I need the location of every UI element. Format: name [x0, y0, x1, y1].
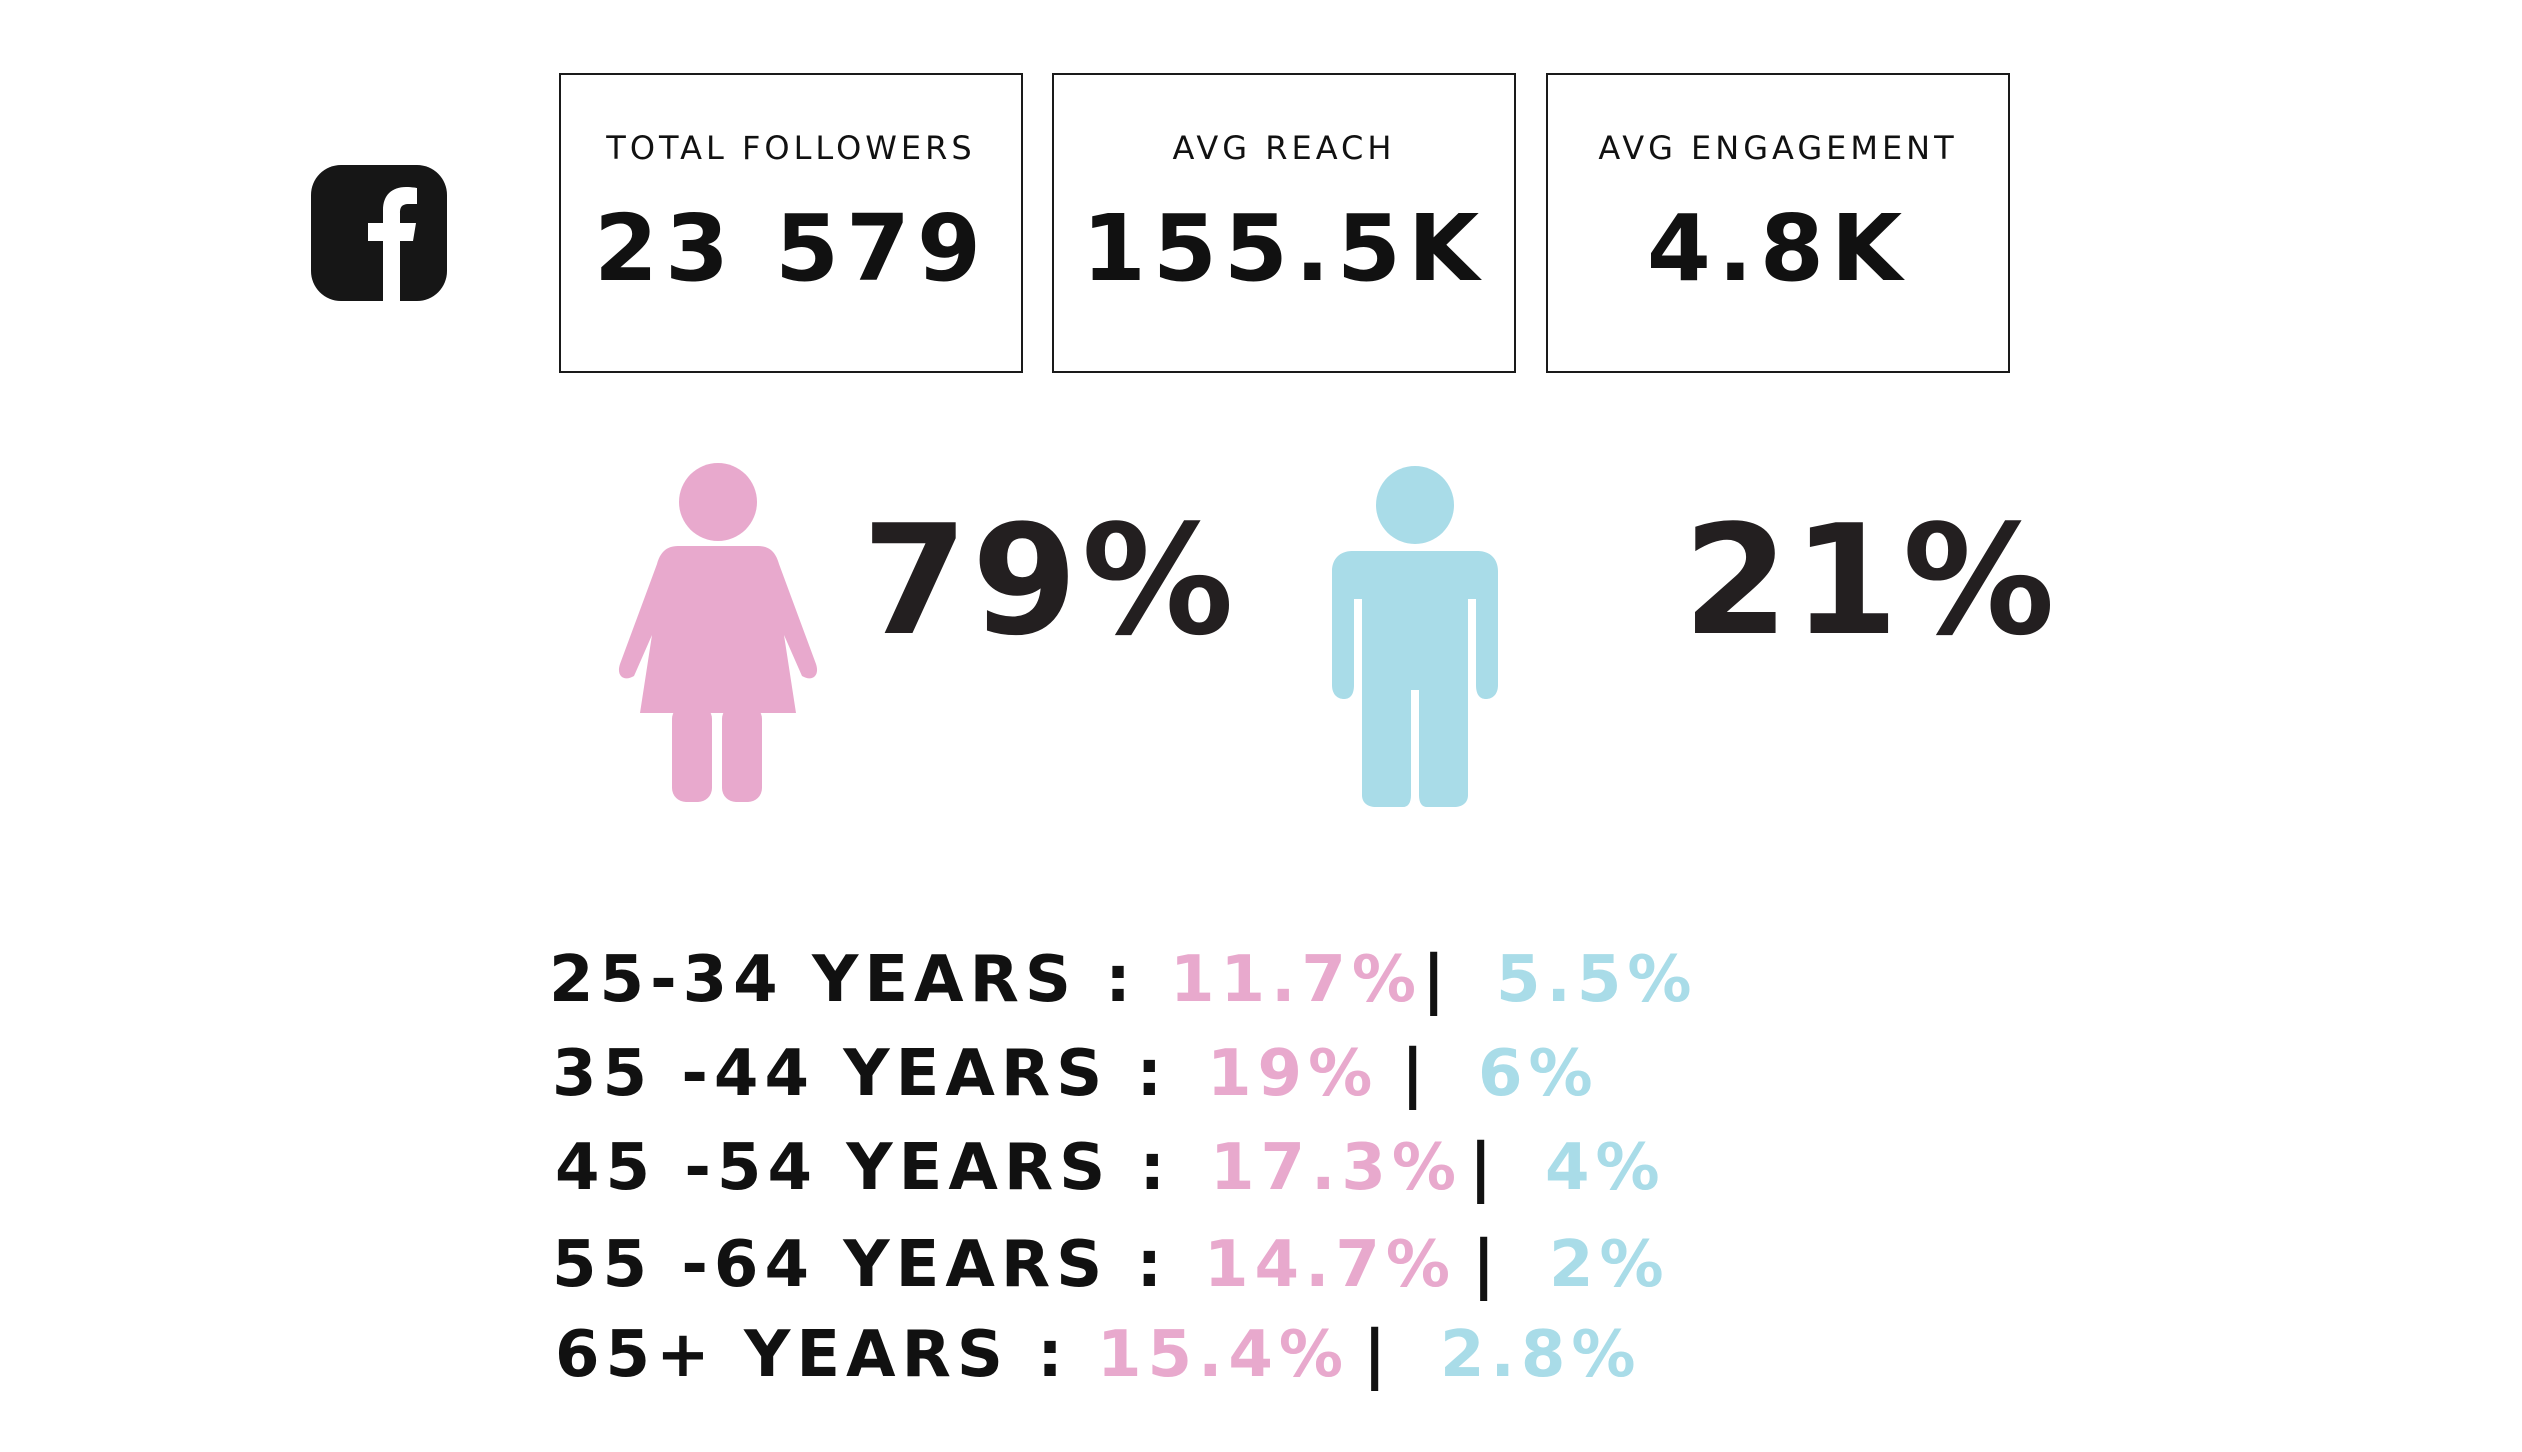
age-label: 25-34 YEARS : [549, 943, 1137, 1017]
age-label: 65+ YEARS : [555, 1318, 1069, 1392]
total-followers-value: 23 579 [593, 195, 989, 302]
female-percentage: 79% [862, 492, 1238, 669]
separator: | [1401, 1037, 1431, 1111]
age-label: 35 -44 YEARS : [552, 1037, 1169, 1111]
female-age-percentage: 17.3% [1210, 1131, 1463, 1205]
facebook-icon [311, 165, 447, 301]
age-label: 55 -64 YEARS : [552, 1228, 1169, 1302]
female-age-percentage: 15.4% [1097, 1318, 1350, 1392]
male-figure-icon [1330, 465, 1500, 807]
avg-engagement-card: AVG ENGAGEMENT 4.8K [1546, 73, 2010, 373]
avg-engagement-value: 4.8K [1646, 195, 1910, 302]
female-age-percentage: 11.7% [1170, 943, 1423, 1017]
separator: | [1469, 1131, 1499, 1205]
separator: | [1472, 1228, 1502, 1302]
avg-reach-value: 155.5K [1081, 195, 1487, 302]
total-followers-label: TOTAL FOLLOWERS [606, 129, 976, 167]
separator: | [1363, 1318, 1393, 1392]
total-followers-card: TOTAL FOLLOWERS 23 579 [559, 73, 1023, 373]
female-age-percentage: 19% [1207, 1037, 1379, 1111]
female-age-percentage: 14.7% [1204, 1228, 1457, 1302]
female-figure-icon [616, 460, 818, 802]
male-age-percentage: 6% [1478, 1037, 1599, 1111]
male-age-percentage: 2% [1549, 1228, 1670, 1302]
avg-reach-label: AVG REACH [1172, 129, 1396, 167]
avg-engagement-label: AVG ENGAGEMENT [1598, 129, 1958, 167]
age-label: 45 -54 YEARS : [555, 1131, 1172, 1205]
male-percentage: 21% [1683, 492, 2059, 669]
avg-reach-card: AVG REACH 155.5K [1052, 73, 1516, 373]
male-age-percentage: 4% [1545, 1131, 1666, 1205]
male-age-percentage: 2.8% [1440, 1318, 1642, 1392]
separator: | [1422, 943, 1452, 1017]
male-age-percentage: 5.5% [1496, 943, 1698, 1017]
